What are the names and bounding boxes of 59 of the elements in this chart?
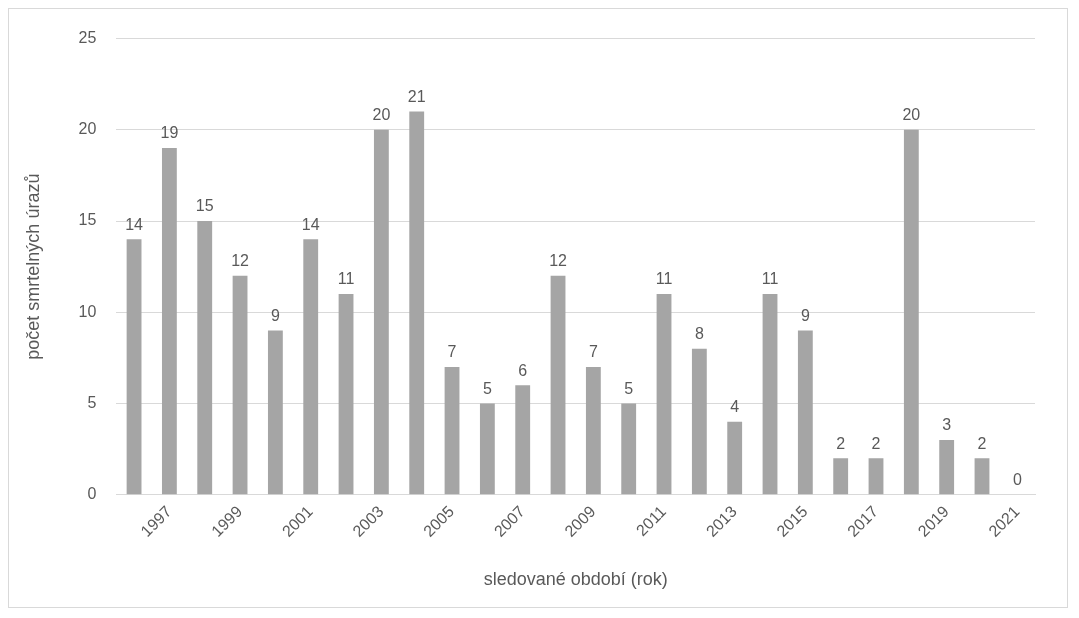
- data-label: 14: [301, 215, 320, 233]
- data-label: 20: [902, 106, 921, 124]
- y-tick-label: 10: [78, 302, 97, 320]
- y-tick-label: 25: [78, 29, 97, 47]
- bar: [267, 330, 283, 495]
- bar: [974, 458, 990, 495]
- bar: [197, 221, 213, 495]
- bar: [550, 275, 566, 495]
- y-tick-label: 15: [78, 211, 97, 229]
- x-axis-title: sledované období (rok): [483, 569, 668, 590]
- bar: [621, 403, 637, 495]
- data-label: 7: [588, 343, 598, 361]
- bar: [833, 458, 849, 495]
- bar: [515, 385, 531, 495]
- data-label: 7: [447, 343, 457, 361]
- y-tick-label: 20: [78, 120, 97, 138]
- data-label: 2: [977, 434, 987, 452]
- data-label: 3: [942, 416, 952, 434]
- bar: [939, 439, 955, 495]
- data-label: 0: [1012, 471, 1022, 489]
- y-tick-label: 5: [87, 393, 97, 411]
- y-axis-title: počet smrtelných úrazů: [22, 173, 43, 360]
- bar: [797, 330, 813, 495]
- bar: [338, 293, 354, 495]
- data-label: 11: [655, 270, 673, 288]
- data-label: 5: [624, 379, 634, 397]
- bar: [161, 148, 177, 495]
- bar: [656, 293, 672, 495]
- data-label: 5: [482, 379, 492, 397]
- bar: [409, 111, 425, 495]
- data-label: 11: [761, 270, 779, 288]
- bar: [232, 275, 248, 495]
- data-label: 12: [231, 252, 250, 270]
- bar: [762, 293, 778, 495]
- data-label: 2: [871, 434, 881, 452]
- bar: [479, 403, 495, 495]
- bar: [373, 129, 389, 495]
- data-label: 4: [730, 398, 740, 416]
- bar: [444, 366, 460, 495]
- data-label: 8: [694, 325, 704, 343]
- data-label: 20: [372, 106, 391, 124]
- data-label: 15: [195, 197, 214, 215]
- bar: [585, 366, 601, 495]
- data-label: 12: [549, 252, 568, 270]
- data-label: 14: [125, 215, 144, 233]
- data-label: 2: [836, 434, 846, 452]
- bar: [727, 421, 743, 495]
- data-label: 9: [270, 306, 280, 324]
- bar: [126, 239, 142, 495]
- y-tick-label: 0: [87, 485, 97, 503]
- bar: [903, 129, 919, 495]
- data-label: 21: [407, 87, 426, 105]
- bar: [303, 239, 319, 495]
- data-label: 19: [160, 124, 179, 142]
- bar: [691, 348, 707, 495]
- data-label: 6: [518, 361, 528, 379]
- data-label: 9: [800, 306, 810, 324]
- data-label: 11: [337, 270, 355, 288]
- bar: [868, 458, 884, 495]
